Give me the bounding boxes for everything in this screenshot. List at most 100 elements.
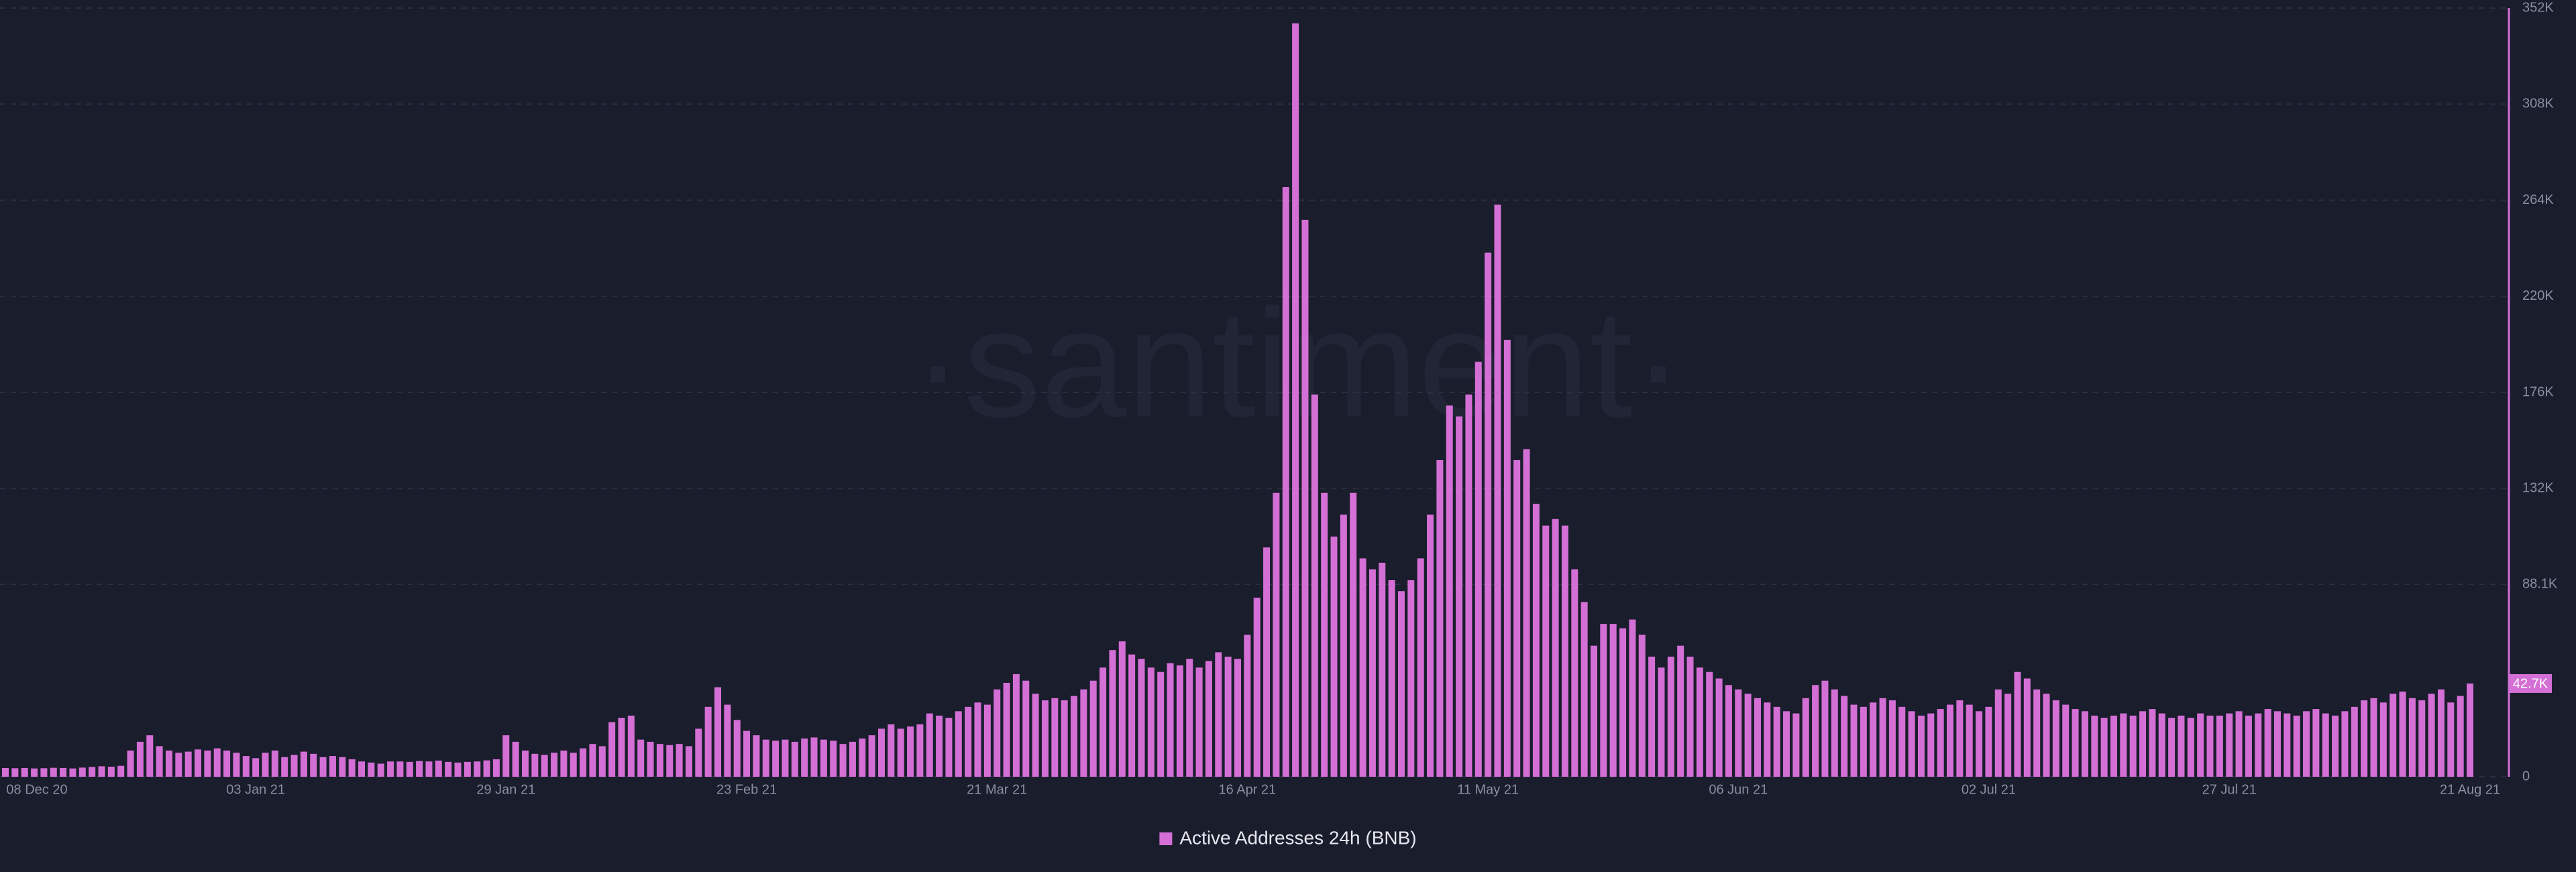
- bar: [1580, 602, 1588, 777]
- bar: [339, 757, 346, 777]
- bar: [1215, 652, 1222, 777]
- bar: [1600, 624, 1607, 777]
- bar: [1032, 694, 1039, 777]
- bar: [1686, 656, 1694, 777]
- bar: [974, 702, 981, 777]
- bar: [1224, 656, 1232, 777]
- bar: [329, 756, 336, 777]
- bar: [31, 768, 38, 777]
- bar: [541, 755, 548, 777]
- bar: [2457, 696, 2464, 777]
- bar: [1638, 635, 1646, 777]
- current-value-label: 42.7K: [2513, 676, 2548, 691]
- bar: [184, 751, 192, 777]
- bar: [1350, 492, 1357, 777]
- bar: [2351, 706, 2358, 777]
- bar: [1754, 698, 1761, 777]
- bar: [348, 759, 356, 777]
- bar: [1273, 492, 1280, 777]
- bar: [2043, 694, 2050, 777]
- bar: [358, 761, 366, 777]
- bar: [2303, 711, 2310, 777]
- bar: [1012, 673, 1020, 777]
- bar: [1648, 656, 1656, 777]
- bar: [1388, 580, 1395, 777]
- bar: [868, 735, 875, 777]
- bar: [2235, 711, 2243, 777]
- bar: [1552, 519, 1559, 777]
- bar: [175, 753, 182, 777]
- bar: [2293, 715, 2300, 777]
- bar: [1783, 711, 1790, 777]
- bar: [1436, 459, 1444, 777]
- bar: [1802, 698, 1809, 777]
- bar: [1330, 536, 1338, 777]
- bar: [695, 728, 702, 777]
- y-tick-label: 132K: [2522, 481, 2554, 496]
- bar: [983, 704, 991, 777]
- bar: [492, 759, 500, 777]
- bar: [1561, 525, 1568, 777]
- bar: [1301, 219, 1309, 777]
- bar: [69, 768, 76, 777]
- bar: [2072, 709, 2079, 777]
- bar: [252, 758, 260, 777]
- bar: [2370, 698, 2377, 777]
- bar: [916, 724, 924, 777]
- bar: [2245, 715, 2252, 777]
- x-tick-label: 03 Jan 21: [226, 782, 285, 797]
- bar: [1071, 696, 1078, 777]
- bar: [2379, 702, 2387, 777]
- bar: [445, 761, 452, 777]
- bar: [271, 750, 278, 777]
- bar: [1908, 711, 1915, 777]
- bar: [387, 761, 394, 777]
- bar: [589, 744, 596, 777]
- bar: [2226, 713, 2233, 777]
- bar: [310, 753, 317, 777]
- bar: [1397, 591, 1405, 777]
- bar: [1792, 713, 1800, 777]
- bar: [2255, 713, 2262, 777]
- bar: [2361, 700, 2368, 777]
- bar: [656, 744, 663, 777]
- bar: [1080, 689, 1087, 777]
- bar: [416, 761, 423, 777]
- bar: [1311, 394, 1318, 777]
- bar: [425, 761, 433, 777]
- bar: [753, 735, 760, 777]
- bar: [560, 750, 568, 777]
- bar: [195, 749, 202, 777]
- bar: [820, 739, 827, 777]
- bar: [714, 687, 722, 777]
- bar: [1677, 645, 1684, 777]
- bar: [290, 755, 298, 777]
- bar: [859, 739, 866, 777]
- bar: [2091, 715, 2098, 777]
- bar: [98, 766, 105, 777]
- bar: [117, 765, 125, 777]
- bar: [136, 741, 144, 777]
- bar: [676, 744, 683, 777]
- bar: [1542, 525, 1550, 777]
- bar: [2052, 700, 2059, 777]
- bar: [1474, 362, 1482, 777]
- bar: [1379, 562, 1386, 777]
- bar: [474, 761, 481, 777]
- bar: [1089, 680, 1097, 777]
- bar: [1340, 514, 1347, 777]
- bar: [1321, 492, 1328, 777]
- bar: [1591, 645, 1598, 777]
- x-tick-label: 06 Jun 21: [1709, 782, 1768, 797]
- bar: [2139, 711, 2147, 777]
- bar: [1465, 394, 1472, 777]
- bar: [1870, 702, 1877, 777]
- bar: [2062, 704, 2070, 777]
- bar: [1667, 656, 1674, 777]
- bar: [762, 739, 769, 777]
- y-tick-label: 308K: [2522, 97, 2554, 111]
- bar: [1532, 504, 1540, 777]
- bar: [965, 706, 972, 777]
- bar: [2399, 692, 2406, 777]
- bar: [1503, 339, 1511, 777]
